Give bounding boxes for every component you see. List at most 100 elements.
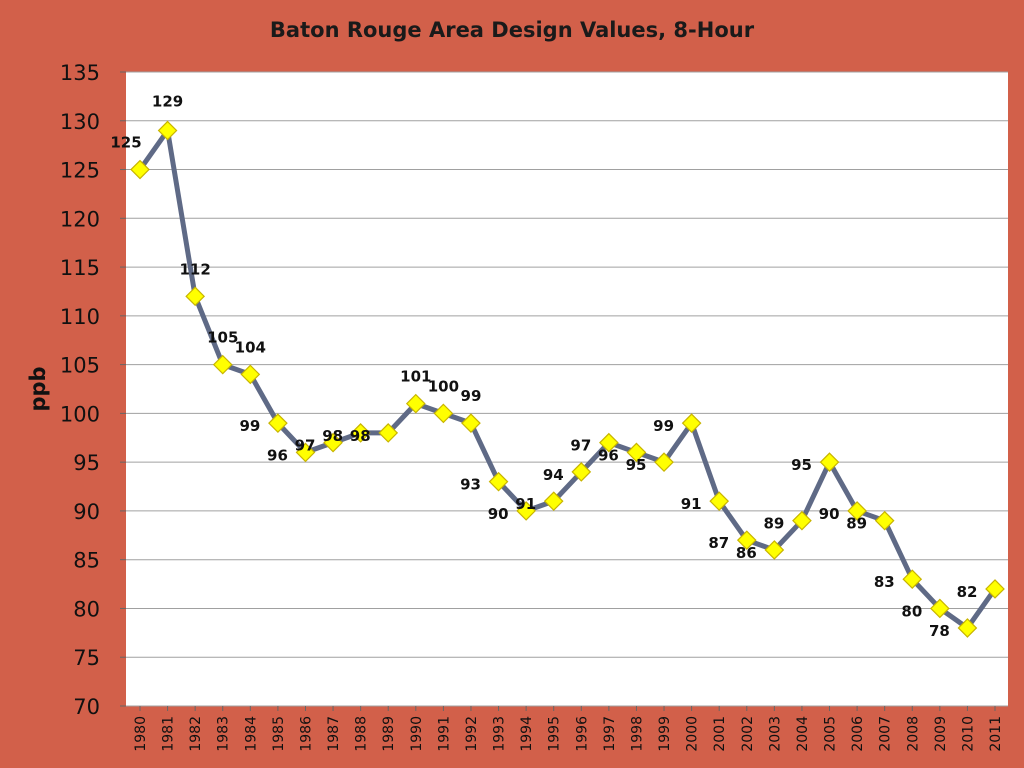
data-point-marker <box>212 354 233 375</box>
x-tick-label: 1996 <box>574 716 590 752</box>
data-label: 90 <box>488 505 509 523</box>
x-tick-label: 1988 <box>354 716 370 752</box>
x-tick-label: 1984 <box>243 716 259 752</box>
x-tick-label: 2004 <box>795 716 811 752</box>
data-point-marker <box>516 501 536 521</box>
y-axis-label: ppb <box>26 366 50 411</box>
data-point-marker <box>240 364 261 385</box>
x-tick-label: 2008 <box>905 716 921 752</box>
data-label: 99 <box>653 417 674 435</box>
x-tick-label: 1983 <box>216 716 232 752</box>
plot-area <box>126 72 1008 706</box>
data-point-marker <box>323 432 343 453</box>
data-point-marker <box>985 579 1005 599</box>
x-tick-label: 2009 <box>933 716 949 752</box>
x-tick-label: 2007 <box>878 716 894 752</box>
data-label: 97 <box>570 437 591 455</box>
y-tick-label: 120 <box>60 207 100 231</box>
data-point-marker <box>709 491 730 512</box>
data-point-marker <box>268 413 288 433</box>
y-tick-label: 100 <box>60 402 100 426</box>
data-label: 94 <box>543 466 564 484</box>
data-point-marker <box>902 569 923 590</box>
data-label: 86 <box>736 544 757 562</box>
x-tick-label: 2005 <box>823 716 839 752</box>
x-tick-label: 1985 <box>271 716 287 752</box>
y-tick-label: 95 <box>73 451 100 475</box>
x-tick-label: 2001 <box>712 716 728 752</box>
data-point-marker <box>599 432 619 453</box>
x-tick-label: 2003 <box>767 716 783 752</box>
x-tick-label: 1991 <box>436 716 452 752</box>
data-point-marker <box>543 491 564 512</box>
data-label: 91 <box>681 495 702 513</box>
x-tick-label: 2010 <box>960 716 976 752</box>
data-point-marker <box>819 452 840 473</box>
x-tick-label: 1994 <box>519 716 535 752</box>
data-point-marker <box>433 403 454 424</box>
data-label: 125 <box>110 134 141 152</box>
data-label: 129 <box>152 93 183 111</box>
x-tick-label: 1986 <box>298 716 314 752</box>
data-label: 100 <box>428 377 459 395</box>
data-label: 90 <box>819 505 840 523</box>
y-tick-label: 105 <box>60 354 100 378</box>
data-point-marker <box>461 413 481 433</box>
data-label: 96 <box>598 446 619 464</box>
data-label: 87 <box>708 534 729 552</box>
data-label: 98 <box>350 427 371 445</box>
x-tick-label: 1997 <box>602 716 618 752</box>
data-point-marker <box>295 442 316 463</box>
x-tick-label: 2006 <box>850 716 866 752</box>
gridlines <box>126 71 1008 707</box>
data-label: 112 <box>180 260 211 278</box>
data-point-marker <box>378 423 399 443</box>
x-tick-label: 1982 <box>188 716 204 752</box>
y-axis-ticks: 70 75 80 85 90 95 100 105 110 115 120 125 130 135 <box>60 61 126 719</box>
x-tick-label: 1999 <box>657 716 673 752</box>
data-label: 82 <box>957 583 978 601</box>
x-tick-label: 2000 <box>685 716 701 752</box>
data-label: 105 <box>207 329 238 347</box>
data-point-marker <box>764 540 785 560</box>
y-tick-label: 90 <box>73 500 100 524</box>
markers <box>130 120 1005 638</box>
data-point-marker <box>130 159 150 180</box>
x-tick-label: 1992 <box>464 716 480 752</box>
data-label: 99 <box>239 417 260 435</box>
data-point-marker <box>654 452 674 473</box>
data-point-marker <box>405 393 426 414</box>
data-label: 83 <box>874 573 895 591</box>
x-tick-label: 1987 <box>326 716 342 752</box>
data-label: 89 <box>846 515 867 533</box>
data-label: 96 <box>267 446 288 464</box>
x-tick-label: 1980 <box>133 716 149 752</box>
data-point-marker <box>847 501 867 521</box>
data-point-marker <box>874 510 895 531</box>
chart-title: Baton Rouge Area Design Values, 8-Hour <box>270 18 755 42</box>
data-point-marker <box>681 413 702 433</box>
data-point-marker <box>571 462 592 482</box>
x-tick-label: 2011 <box>988 716 1004 752</box>
y-tick-label: 70 <box>73 695 100 719</box>
data-label: 99 <box>461 387 482 405</box>
x-tick-label: 1990 <box>409 716 425 752</box>
y-tick-label: 80 <box>73 597 100 621</box>
y-tick-label: 130 <box>60 110 100 134</box>
y-tick-label: 135 <box>60 61 100 85</box>
data-label: 91 <box>515 495 536 513</box>
data-label: 97 <box>295 437 316 455</box>
y-tick-label: 115 <box>60 256 100 280</box>
data-point-marker <box>185 286 206 307</box>
data-label: 78 <box>929 622 950 640</box>
y-tick-label: 110 <box>60 305 100 329</box>
data-label: 101 <box>400 368 431 386</box>
x-tick-label: 1995 <box>547 716 563 752</box>
data-label: 95 <box>791 456 812 474</box>
data-point-marker <box>736 530 757 551</box>
y-tick-label: 75 <box>73 646 100 670</box>
y-tick-label: 85 <box>73 549 100 573</box>
